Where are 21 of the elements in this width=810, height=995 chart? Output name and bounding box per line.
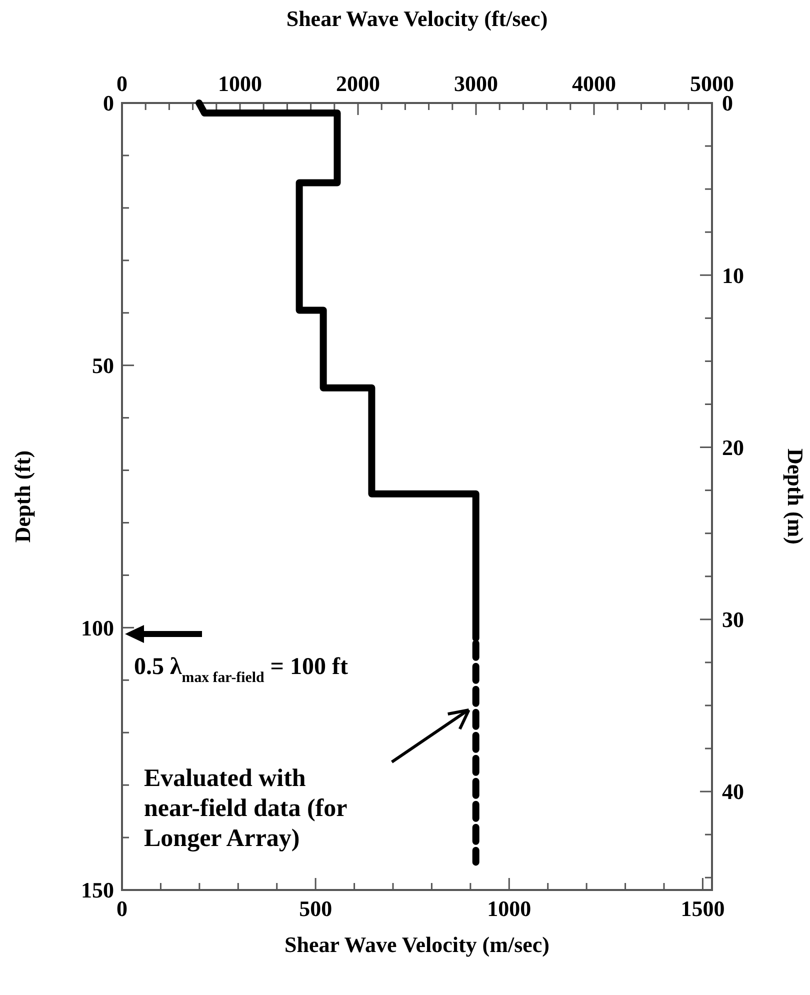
x2-tick-label: 3000 — [454, 71, 498, 96]
x2-axis-title: Shear Wave Velocity (ft/sec) — [286, 6, 548, 31]
x-tick-label: 500 — [299, 896, 332, 921]
y2-axis-title: Depth (m) — [783, 448, 808, 544]
y-axis-title: Depth (ft) — [10, 450, 35, 543]
annotation: Evaluated with near-field data (for Longer Array) — [144, 765, 348, 852]
y-tick-label: 100 — [81, 615, 114, 640]
x2-tick-label: 1000 — [218, 71, 262, 96]
y-tick-label: 150 — [81, 878, 114, 903]
y-tick-label: 50 — [92, 353, 114, 378]
y2-tick-label: 20 — [722, 434, 744, 460]
x2-tick-label: 2000 — [336, 71, 380, 96]
x-tick-label: 1500 — [680, 896, 725, 921]
y2-tick-label: 40 — [722, 779, 744, 804]
annotation: 0.5 λ$_{max far-field}$ = 100 ft — [134, 654, 348, 686]
x-tick-label: 1000 — [487, 896, 532, 921]
x-axis-title: Shear Wave Velocity (m/sec) — [284, 932, 550, 957]
x2-tick-label: 4000 — [572, 71, 616, 96]
y2-tick-label: 10 — [722, 262, 744, 288]
y-tick-label: 0 — [103, 90, 114, 116]
y2-tick-label: 30 — [722, 607, 744, 632]
